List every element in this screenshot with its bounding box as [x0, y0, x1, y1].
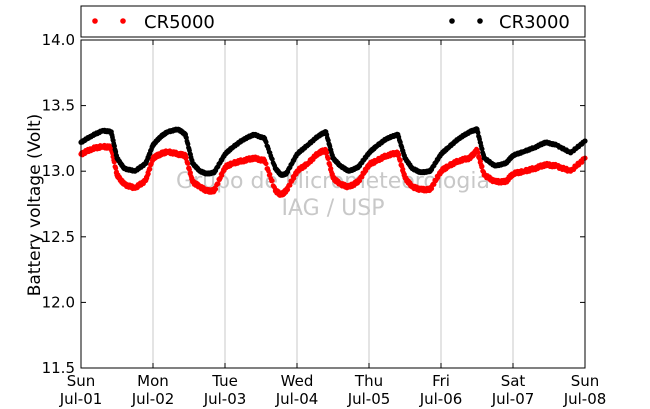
data-point [215, 181, 221, 187]
data-point [145, 171, 151, 177]
data-point [579, 160, 585, 165]
data-point [269, 178, 275, 184]
y-tick-label: 12.0 [42, 293, 75, 311]
y-tick-label: 12.5 [42, 228, 75, 246]
x-axis-ticks: SunJul-01MonJul-02TueJul-03WedJul-04ThuJ… [59, 40, 607, 408]
legend-marker-cr5000 [120, 18, 126, 24]
data-point [267, 171, 273, 177]
series-cr3000 [78, 126, 588, 178]
legend: CR5000 CR3000 [80, 5, 586, 38]
x-tick-date: Jul-01 [59, 390, 103, 408]
x-tick-day: Sat [501, 372, 526, 390]
x-tick-day: Sun [571, 372, 600, 390]
x-tick-date: Jul-02 [131, 390, 175, 408]
series-layer [78, 126, 588, 198]
x-tick-date: Jul-03 [203, 390, 247, 408]
x-tick-day: Tue [211, 372, 238, 390]
y-tick-label: 11.5 [42, 359, 75, 377]
x-tick-day: Mon [137, 372, 169, 390]
data-point [147, 166, 153, 172]
x-tick-day: Wed [281, 372, 314, 390]
data-point [429, 186, 435, 191]
data-point [287, 182, 293, 188]
x-tick-date: Jul-06 [419, 390, 463, 408]
x-tick-day: Sun [67, 372, 96, 390]
legend-box [80, 5, 586, 38]
watermark-line: IAG / USP [282, 196, 385, 221]
data-point [357, 178, 363, 184]
legend-marker-cr5000 [92, 18, 98, 24]
x-tick-date: Jul-07 [491, 390, 535, 408]
vertical-gridlines [152, 40, 514, 368]
x-tick-date: Jul-04 [275, 390, 319, 408]
y-tick-label: 14.0 [42, 31, 75, 49]
x-tick-day: Thu [354, 372, 383, 390]
legend-label-cr3000: CR3000 [499, 12, 570, 33]
y-axis-ticks: 11.5 12.0 12.5 13.0 13.5 14.0 [42, 31, 585, 377]
data-point [325, 156, 331, 162]
data-point [324, 150, 330, 155]
data-point [185, 161, 191, 166]
data-point [475, 150, 481, 155]
y-axis-label: Battery voltage (Volt) [25, 114, 45, 297]
y-tick-label: 13.5 [42, 97, 75, 115]
data-point [285, 187, 291, 193]
data-point [213, 186, 219, 192]
legend-marker-cr3000 [449, 18, 455, 24]
y-tick-label: 13.0 [42, 162, 75, 180]
data-point [184, 155, 189, 161]
legend-marker-cr3000 [477, 18, 483, 24]
x-tick-date: Jul-05 [347, 390, 391, 408]
data-point [478, 158, 483, 164]
x-tick-day: Fri [432, 372, 450, 390]
legend-label-cr5000: CR5000 [144, 12, 215, 33]
data-point [113, 165, 119, 171]
data-point [479, 164, 485, 169]
data-point [396, 152, 402, 158]
x-tick-date: Jul-08 [563, 390, 607, 408]
plot-frame [80, 39, 586, 369]
series-cr5000 [78, 142, 588, 198]
data-point [397, 157, 403, 163]
data-point [263, 161, 269, 167]
